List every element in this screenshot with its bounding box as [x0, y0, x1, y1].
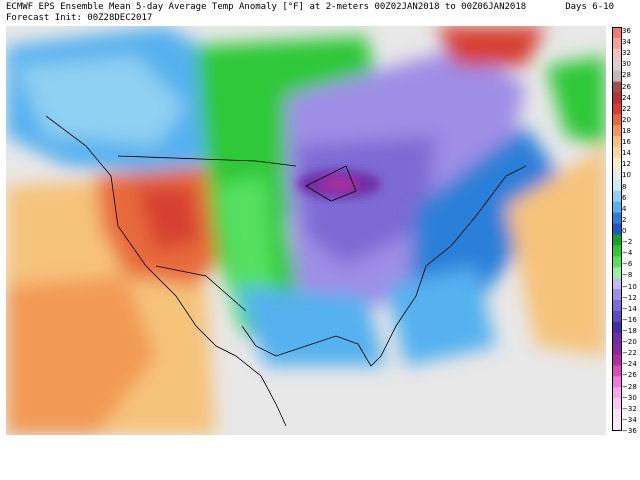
- us-canada-border: [117, 155, 297, 167]
- colorbar-swatch: [612, 147, 622, 159]
- colorbar-swatch: [612, 234, 622, 246]
- colorbar-tick-label: −22: [622, 349, 637, 358]
- colorbar-swatch: [612, 27, 622, 39]
- coastlines: [45, 115, 527, 427]
- colorbar-swatch: [612, 332, 622, 345]
- colorbar-tick-label: −2: [622, 238, 633, 247]
- colorbar-frame: [612, 27, 622, 431]
- anomaly-core: [297, 170, 381, 198]
- anomaly-map: [6, 26, 606, 435]
- west-coast: [45, 115, 287, 427]
- east-coast: [241, 165, 527, 367]
- colorbar-swatch: [612, 256, 622, 268]
- colorbar-tick-label: 22: [622, 104, 631, 113]
- colorbar-swatch: [612, 212, 622, 225]
- colorbar-swatch: [612, 420, 622, 431]
- colorbar-tick-label: 4: [622, 204, 627, 213]
- level-label: at 2-meters: [309, 2, 370, 12]
- colorbar-swatch: [612, 398, 622, 410]
- colorbar-tick-label: −10: [622, 282, 637, 291]
- colorbar-tick-label: 36: [622, 27, 631, 35]
- colorbar-tick-label: −16: [622, 315, 637, 324]
- colorbar-tick-label: 24: [622, 93, 631, 102]
- colorbar-tick-label: −28: [622, 382, 637, 391]
- colorbar-tick-label: 18: [622, 127, 631, 135]
- valid-range: 00Z02JAN2018 to 00Z06JAN2018: [374, 2, 527, 12]
- colorbar-swatch: [612, 190, 622, 203]
- colorbar-tick-label: 10: [622, 171, 631, 180]
- colorbar-swatch: [612, 387, 622, 399]
- colorbar-swatch: [612, 245, 622, 257]
- colorbar-swatch: [612, 354, 622, 366]
- colorbar-swatch: [612, 223, 622, 235]
- colorbar-tick-label: 2: [622, 215, 627, 224]
- header-line-1: ECMWF EPS Ensemble Mean 5-day Average Te…: [6, 2, 634, 13]
- colorbar-tick-label: 14: [622, 149, 631, 158]
- colorbar-tick-label: −8: [622, 271, 633, 280]
- colorbar-swatch: [612, 48, 622, 61]
- colorbar-tick-label: −6: [622, 260, 633, 269]
- colorbar-swatch: [612, 37, 622, 50]
- colorbar-tick-label: −30: [622, 393, 637, 402]
- colorbar-swatch: [612, 136, 622, 148]
- colorbar-swatch: [612, 103, 622, 115]
- colorbar-swatch: [612, 201, 622, 214]
- colorbar-swatch: [612, 81, 622, 94]
- colorbar-tick-label: 0: [622, 227, 627, 235]
- days-label: Days 6-10: [565, 2, 614, 12]
- colorbar: [612, 27, 622, 431]
- colorbar-swatch: [612, 409, 622, 421]
- colorbar-swatch: [612, 114, 622, 126]
- colorbar-swatch: [612, 59, 622, 72]
- colorbar-tick-label: 34: [622, 38, 631, 47]
- colorbar-swatch: [612, 168, 622, 181]
- colorbar-swatch: [612, 310, 622, 323]
- colorbar-tick-label: 16: [622, 138, 631, 147]
- colorbar-swatch: [612, 125, 622, 137]
- init-label: Forecast Init: 00Z28DEC2017: [6, 13, 153, 23]
- colorbar-tick-label: 12: [622, 160, 631, 169]
- colorbar-tick-label: −4: [622, 249, 633, 258]
- colorbar-tick-label: −12: [622, 293, 637, 302]
- colorbar-tick-label: −32: [622, 404, 637, 413]
- colorbar-tick-label: 6: [622, 193, 627, 202]
- colorbar-swatch: [612, 376, 622, 388]
- colorbar-swatch: [612, 289, 622, 301]
- great-lakes: [305, 165, 357, 202]
- map-header: ECMWF EPS Ensemble Mean 5-day Average Te…: [6, 2, 634, 24]
- colorbar-swatch: [612, 92, 622, 104]
- colorbar-tick-label: 20: [622, 115, 631, 124]
- colorbar-swatch: [612, 321, 622, 334]
- colorbar-swatch: [612, 278, 622, 290]
- colorbar-swatch: [612, 70, 622, 83]
- colorbar-swatch: [612, 158, 622, 170]
- us-mexico-border: [155, 265, 247, 312]
- map-title: ECMWF EPS Ensemble Mean 5-day Average Te…: [6, 2, 305, 12]
- anomaly-field: [6, 26, 606, 435]
- colorbar-tick-label: −24: [622, 360, 637, 369]
- colorbar-tick-label: −26: [622, 371, 637, 380]
- colorbar-tick-label: 30: [622, 60, 631, 69]
- colorbar-swatch: [612, 343, 622, 356]
- colorbar-tick-label: −18: [622, 327, 637, 335]
- colorbar-tick-label: 28: [622, 71, 631, 80]
- colorbar-tick-label: 32: [622, 49, 631, 58]
- colorbar-tick-label: −34: [622, 415, 637, 424]
- colorbar-tick-label: −36: [622, 427, 637, 435]
- colorbar-tick-label: 8: [622, 182, 627, 191]
- colorbar-swatch: [612, 365, 622, 377]
- colorbar-swatch: [612, 299, 622, 312]
- colorbar-tick-label: 26: [622, 82, 631, 91]
- colorbar-swatch: [612, 179, 622, 192]
- colorbar-tick-label: −14: [622, 304, 637, 313]
- colorbar-tick-label: −20: [622, 338, 637, 347]
- colorbar-swatch: [612, 267, 622, 279]
